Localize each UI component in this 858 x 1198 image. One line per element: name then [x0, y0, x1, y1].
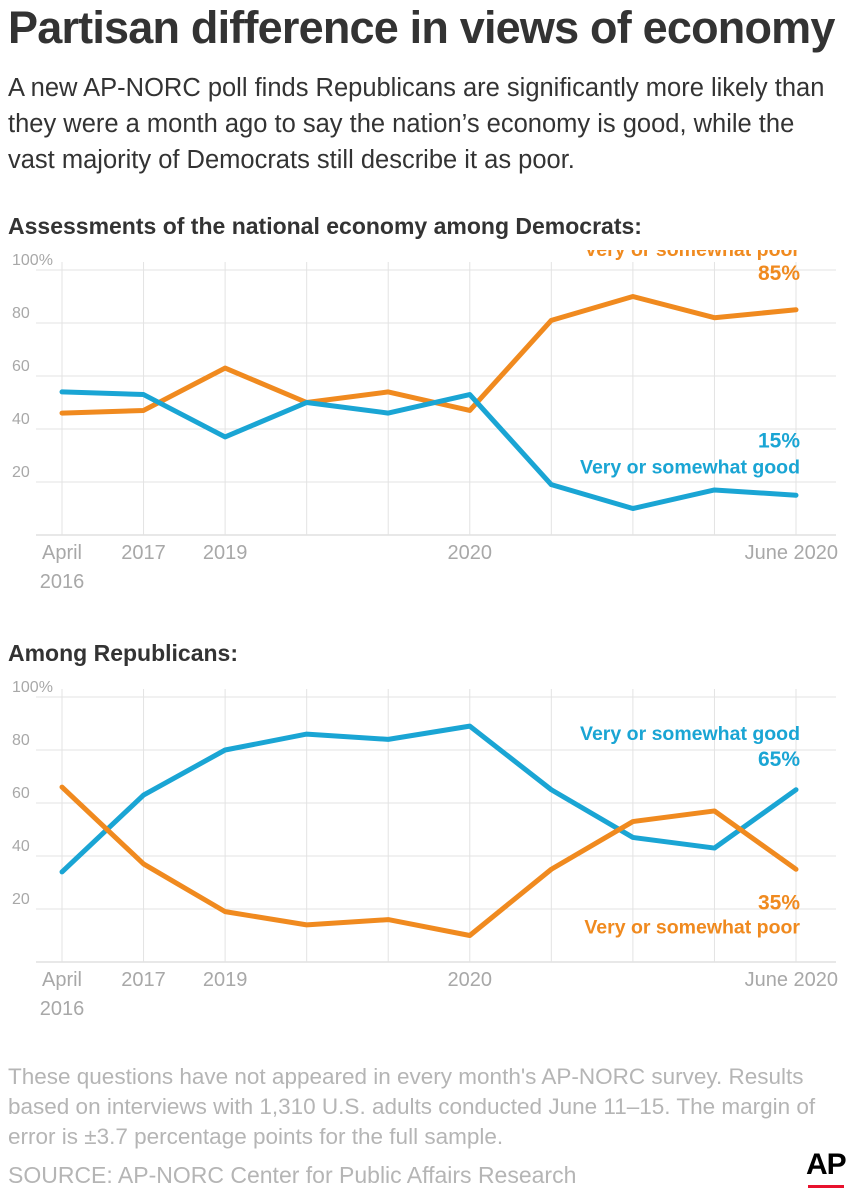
x-tick-label: 2019	[203, 969, 248, 991]
republicans-line-chart: 100% 80 60 40 20 April 2016 2017 2019 2020 June 20…	[12, 679, 838, 1020]
series-end-value-good: 15%	[758, 429, 800, 452]
x-tick-label: April	[42, 542, 82, 564]
x-tick-label: 2020	[448, 542, 493, 564]
y-tick-label: 80	[12, 732, 30, 749]
series-end-value-poor: 85%	[758, 262, 800, 285]
ap-logo-text: AP	[806, 1148, 847, 1181]
series-label-poor: Very or somewhat poor	[584, 916, 800, 938]
x-tick-label: 2017	[121, 542, 166, 564]
x-tick-label: 2016	[40, 571, 85, 593]
democrats-line-chart: 100% 80 60 40 20 April 2016 2017 2019 2020 June 20…	[12, 250, 838, 593]
series-label-poor: Very or somewhat poor	[584, 250, 800, 261]
chart-title-democrats: Assessments of the national economy amon…	[8, 213, 642, 239]
series-label-good: Very or somewhat good	[580, 723, 800, 745]
ap-logo-underline	[808, 1185, 844, 1188]
y-tick-label: 60	[12, 358, 30, 375]
x-tick-label: June 2020	[745, 969, 838, 991]
y-tick-label: 60	[12, 785, 30, 802]
y-tick-label: 100%	[12, 679, 53, 696]
footnote: These questions have not appeared in eve…	[8, 1064, 816, 1149]
x-tick-label: 2019	[203, 542, 248, 564]
y-tick-label: 40	[12, 411, 30, 428]
ap-logo: AP	[806, 1148, 847, 1190]
series-end-value-good: 65%	[758, 748, 800, 771]
y-tick-label: 20	[12, 891, 30, 908]
x-tick-label: June 2020	[745, 542, 838, 564]
y-tick-label: 40	[12, 838, 30, 855]
series-line-poor	[59, 294, 799, 416]
x-tick-label: 2017	[121, 969, 166, 991]
y-tick-label: 20	[12, 464, 30, 481]
source-line: SOURCE: AP-NORC Center for Public Affair…	[8, 1162, 577, 1188]
x-tick-label: 2016	[40, 998, 85, 1020]
x-tick-label: April	[42, 969, 82, 991]
series-end-value-poor: 35%	[758, 891, 800, 914]
series-line-good	[59, 389, 799, 511]
page-title: Partisan difference in views of economy	[8, 2, 835, 53]
series-line-good	[59, 723, 799, 875]
y-tick-label: 100%	[12, 252, 53, 269]
x-tick-label: 2020	[448, 969, 493, 991]
chart-title-republicans: Among Republicans:	[8, 640, 239, 666]
series-line-poor	[59, 784, 799, 938]
intro-text: A new AP-NORC poll finds Republicans are…	[8, 74, 825, 174]
y-tick-label: 80	[12, 305, 30, 322]
series-label-good: Very or somewhat good	[580, 456, 800, 478]
